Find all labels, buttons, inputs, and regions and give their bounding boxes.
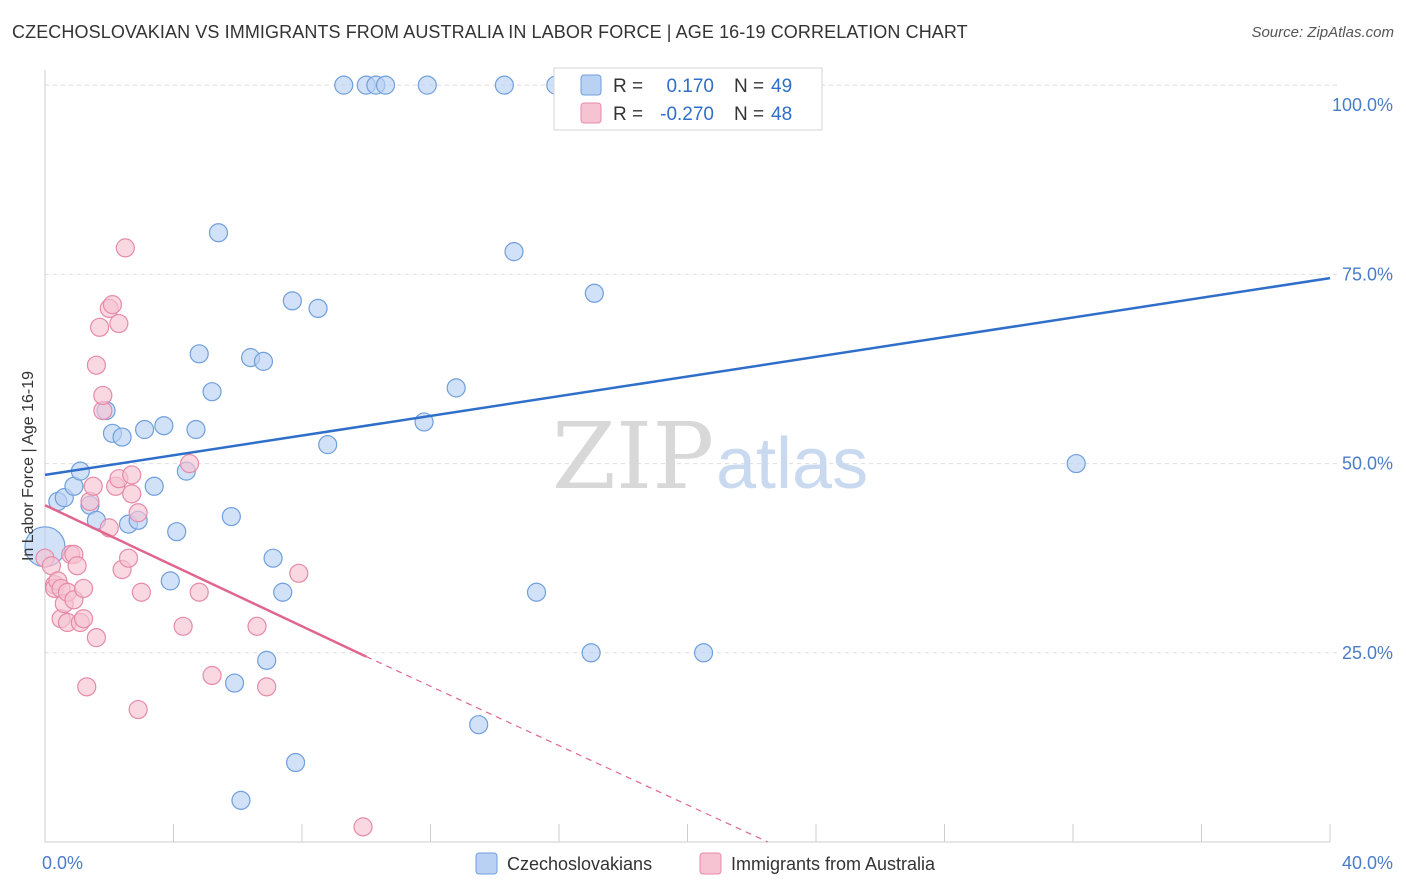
bottom-legend-label-czechoslovakians: Czechoslovakians [507, 854, 652, 874]
y-tick-label-0: 100.0% [1332, 95, 1393, 115]
x-tick-label-0: 0.0% [42, 853, 83, 873]
y-tick-label-1: 75.0% [1342, 264, 1393, 284]
axis-layer [44, 70, 1331, 843]
point-australia-27 [102, 295, 123, 315]
legend-n-value-1: 49 [771, 76, 792, 97]
y-tick-label-3: 25.0% [1342, 643, 1393, 663]
point-czechoslovakians-39 [417, 75, 437, 95]
source-credit: Source: ZipAtlas.com [1251, 24, 1394, 41]
trendline-australia-extension [365, 656, 769, 843]
legend-n-label-1: N = [734, 76, 764, 97]
point-czechoslovakians-44 [526, 582, 547, 602]
point-australia-39 [173, 616, 193, 636]
point-czechoslovakians-15 [160, 571, 180, 591]
point-australia-19 [83, 476, 103, 496]
legend-n-label-2: N = [734, 104, 764, 125]
trend-layer [44, 276, 1331, 843]
watermark-zip: ZIP [552, 403, 714, 510]
point-australia-46 [353, 817, 373, 837]
point-czechoslovakians-46 [581, 643, 601, 663]
point-czechoslovakians-49 [1066, 453, 1086, 474]
legend-r-value-2: -0.270 [660, 104, 714, 125]
point-czechoslovakians-48 [693, 643, 714, 663]
point-australia-16 [73, 578, 94, 599]
point-australia-44 [257, 677, 277, 697]
point-czechoslovakians-27 [257, 650, 277, 670]
legend-swatch-australia [580, 102, 602, 124]
point-czechoslovakians-34 [334, 75, 354, 95]
point-australia-42 [202, 665, 222, 686]
point-czechoslovakians-33 [318, 435, 338, 455]
point-czechoslovakians-40 [446, 378, 466, 398]
point-australia-40 [179, 453, 200, 474]
legend-r-label-2: R = [613, 104, 643, 125]
legend-r-label-1: R = [613, 76, 643, 97]
point-australia-22 [90, 317, 110, 337]
point-czechoslovakians-43 [504, 242, 524, 262]
bottom-legend-swatch-australia [699, 852, 722, 875]
point-australia-34 [122, 465, 142, 485]
point-czechoslovakians-47 [584, 283, 604, 303]
grid-layer [45, 84, 1340, 654]
legend-swatch-czechoslovakians [580, 74, 602, 96]
point-australia-15 [73, 609, 94, 629]
point-czechoslovakians-37 [375, 75, 396, 95]
point-czechoslovakians-29 [273, 582, 293, 602]
point-australia-43 [247, 616, 267, 636]
point-czechoslovakians-30 [282, 291, 302, 311]
bottom-legend-swatch-czechoslovakians [475, 852, 498, 875]
point-australia-37 [128, 503, 148, 523]
point-australia-13 [67, 556, 87, 576]
point-czechoslovakians-32 [308, 298, 328, 319]
x-tick-label-1: 40.0% [1342, 853, 1393, 873]
correlation-legend: R = 0.170 N = 49 R = -0.270 N = 48 [553, 67, 823, 131]
legend-r-value-1: 0.170 [666, 76, 714, 97]
point-australia-36 [128, 699, 148, 720]
point-czechoslovakians-16 [167, 522, 187, 542]
point-czechoslovakians-31 [285, 752, 306, 773]
watermark: ZIP atlas [552, 403, 868, 510]
point-australia-38 [131, 582, 151, 602]
watermark-atlas: atlas [716, 424, 868, 504]
series-layer [24, 75, 1086, 837]
bottom-legend-label-australia: Immigrants from Australia [731, 854, 936, 874]
point-czechoslovakians-13 [144, 476, 164, 496]
y-tick-label-2: 50.0% [1342, 454, 1393, 474]
point-czechoslovakians-9 [112, 427, 132, 447]
point-australia-32 [115, 238, 135, 258]
point-australia-45 [289, 563, 309, 583]
series-legend: Czechoslovakians Immigrants from Austral… [475, 852, 936, 875]
point-czechoslovakians-22 [221, 506, 241, 527]
trendline-czechoslovakians [44, 276, 1331, 477]
point-australia-21 [86, 355, 107, 375]
point-czechoslovakians-24 [231, 790, 251, 810]
point-czechoslovakians-20 [202, 382, 222, 402]
legend-n-value-2: 48 [771, 104, 792, 125]
point-australia-17 [77, 677, 97, 697]
point-australia-35 [122, 484, 142, 504]
point-czechoslovakians-18 [186, 419, 206, 440]
chart-title: CZECHOSLOVAKIAN VS IMMIGRANTS FROM AUSTR… [12, 22, 968, 42]
trendline-australia [44, 504, 367, 658]
point-czechoslovakians-41 [469, 715, 489, 735]
point-australia-20 [86, 628, 107, 648]
y-axis-label: In Labor Force | Age 16-19 [20, 371, 37, 561]
point-czechoslovakians-42 [494, 75, 514, 95]
point-czechoslovakians-26 [253, 351, 274, 371]
point-australia-33 [118, 548, 139, 568]
point-australia-41 [189, 582, 209, 602]
point-czechoslovakians-14 [154, 416, 174, 436]
point-czechoslovakians-23 [224, 673, 245, 693]
point-czechoslovakians-28 [263, 548, 283, 568]
point-czechoslovakians-21 [208, 223, 229, 243]
point-czechoslovakians-19 [189, 344, 209, 364]
point-czechoslovakians-12 [134, 419, 155, 440]
tick-layer: 100.0% 75.0% 50.0% 25.0% 0.0% 40.0% [42, 95, 1393, 873]
point-australia-30 [109, 313, 129, 334]
point-australia-24 [93, 385, 113, 406]
